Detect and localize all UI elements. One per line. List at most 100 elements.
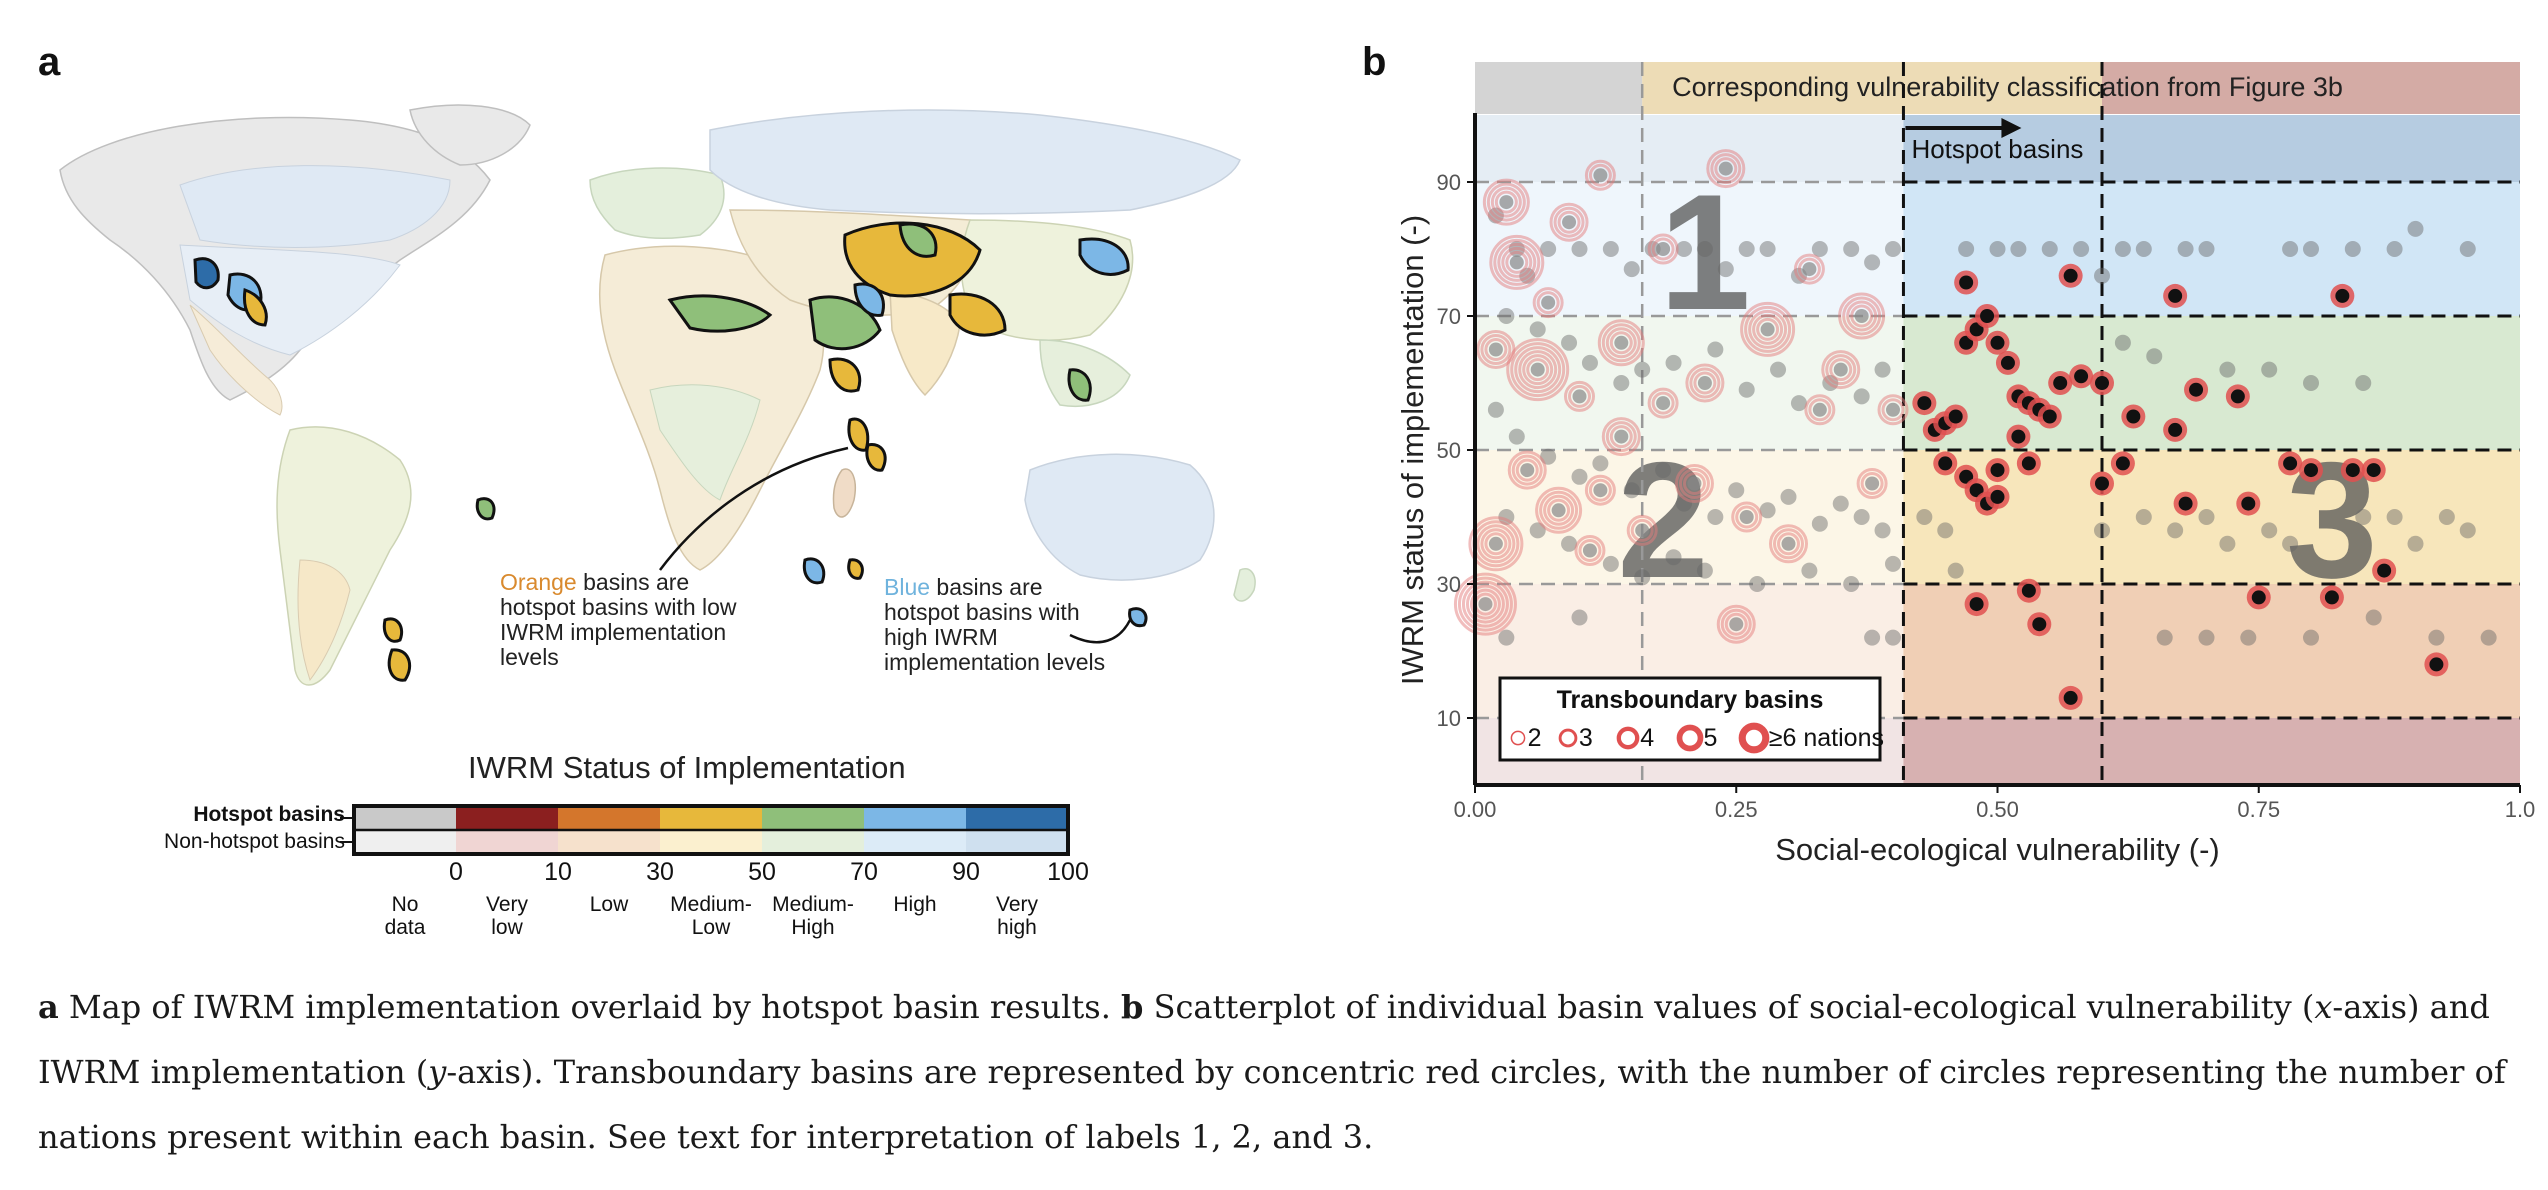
hotspot-basin-sa-south xyxy=(387,648,411,682)
y-tick-label: 90 xyxy=(1437,170,1461,195)
point-nonhotspot xyxy=(1571,468,1588,485)
point-transboundary-ring xyxy=(1797,257,1821,281)
point-nonhotspot xyxy=(1759,502,1776,519)
point-transboundary-ring xyxy=(1588,478,1612,502)
point-transboundary-ring xyxy=(1821,350,1861,390)
region-label-1: 1 xyxy=(1659,160,1751,344)
point-transboundary-center xyxy=(1886,402,1900,417)
point-nonhotspot xyxy=(1561,334,1578,351)
map-usa xyxy=(179,244,401,356)
point-transboundary-ring xyxy=(1557,210,1581,234)
transboundary-legend-title: Transboundary basins xyxy=(1557,686,1824,714)
point-hotspot xyxy=(1948,409,1963,424)
point-transboundary-ring xyxy=(1651,237,1675,261)
figure-caption: a Map of IWRM implementation overlaid by… xyxy=(38,975,2518,1170)
point-transboundary-ring xyxy=(1469,588,1501,620)
legend-tick-label: 100 xyxy=(1047,858,1089,886)
point-transboundary-ring xyxy=(1710,153,1742,185)
point-transboundary-ring xyxy=(1756,317,1780,341)
point-nonhotspot xyxy=(1602,555,1619,572)
point-transboundary-ring xyxy=(1740,301,1796,357)
point-nonhotspot xyxy=(2156,629,2173,646)
map-australia xyxy=(1024,453,1215,581)
point-nonhotspot xyxy=(1540,241,1557,257)
point-nonhotspot xyxy=(2459,522,2476,539)
point-nonhotspot xyxy=(1581,354,1598,371)
transboundary-legend-swatch xyxy=(1510,730,1526,746)
point-hotspot xyxy=(1969,483,1984,498)
vulnerability-class-band-0 xyxy=(1475,62,1643,114)
point-transboundary-ring xyxy=(1518,350,1558,390)
legend-class-label: Very low xyxy=(485,893,529,939)
map-europe xyxy=(589,167,725,240)
hotspot-basin-murray-darling xyxy=(1128,607,1148,628)
point-nonhotspot xyxy=(2240,629,2257,646)
point-transboundary-center xyxy=(1530,362,1545,377)
y-tick-label: 70 xyxy=(1437,304,1461,329)
point-nonhotspot xyxy=(1770,361,1787,378)
map-india xyxy=(889,289,961,397)
point-nonhotspot xyxy=(1811,515,1828,532)
point-nonhotspot xyxy=(1571,609,1588,626)
transboundary-legend-swatch xyxy=(1558,728,1578,748)
point-transboundary-center xyxy=(1697,376,1712,390)
point-nonhotspot xyxy=(1790,395,1807,412)
transboundary-legend-swatch xyxy=(1616,726,1640,750)
point-transboundary-ring xyxy=(1793,253,1825,285)
hotspot-arrow-head xyxy=(2001,118,2022,138)
legend-tick-label: 10 xyxy=(544,858,572,886)
point-nonhotspot xyxy=(1738,381,1755,398)
panel-b-letter: b xyxy=(1362,40,1387,84)
point-hotspot xyxy=(2168,288,2183,303)
point-nonhotspot xyxy=(1487,401,1504,418)
map-madagascar xyxy=(832,468,856,518)
point-nonhotspot xyxy=(1885,241,1901,257)
hotspot-basin-sa-brazil xyxy=(475,497,496,521)
hotspot-basins-label: Hotspot basins xyxy=(1911,134,2083,164)
point-nonhotspot xyxy=(1561,535,1578,552)
point-transboundary-ring xyxy=(1748,309,1788,349)
point-transboundary-center xyxy=(1802,262,1817,277)
point-transboundary-ring xyxy=(1856,468,1888,499)
point-transboundary-ring xyxy=(1773,528,1804,560)
vulnerability-class-band-2 xyxy=(2102,62,2520,114)
point-nonhotspot xyxy=(2041,241,2058,257)
caption-x-italic: x xyxy=(2314,988,2333,1026)
orange-basins-rest: basins are hotspot basins with low IWRM … xyxy=(500,569,737,670)
point-nonhotspot xyxy=(1759,241,1776,257)
point-transboundary-center xyxy=(1488,342,1503,357)
point-transboundary-ring xyxy=(1468,516,1524,572)
point-nonhotspot xyxy=(1801,562,1818,579)
hotspot-basins xyxy=(193,221,1148,682)
point-transboundary-ring xyxy=(1630,518,1654,542)
point-transboundary-ring xyxy=(1476,524,1516,564)
point-hotspot xyxy=(1990,463,2005,478)
hotspot-basin-zambezi xyxy=(847,558,864,580)
point-nonhotspot xyxy=(2146,348,2163,365)
point-nonhotspot xyxy=(1571,241,1588,257)
point-nonhotspot xyxy=(2303,629,2319,646)
point-transboundary-ring xyxy=(1601,323,1641,363)
point-transboundary-ring xyxy=(1489,234,1545,290)
y-tick-label: 10 xyxy=(1437,706,1461,731)
point-nonhotspot xyxy=(1843,576,1860,592)
point-nonhotspot xyxy=(2407,220,2424,237)
point-hotspot xyxy=(1990,335,2005,350)
world-map xyxy=(59,104,1256,686)
legend-swatch-hotspot-0 xyxy=(354,806,456,830)
hotspot-basin-europe-danube xyxy=(667,294,773,333)
y-axis-title: IWRM status of implementation (-) xyxy=(1395,215,1430,685)
point-nonhotspot xyxy=(2261,361,2278,378)
point-transboundary-ring xyxy=(1838,292,1886,340)
point-transboundary-center xyxy=(1760,322,1775,337)
point-nonhotspot xyxy=(1874,361,1891,378)
point-transboundary-ring xyxy=(1514,346,1562,394)
point-hotspot xyxy=(2032,617,2047,632)
point-nonhotspot xyxy=(1655,462,1672,479)
point-hotspot xyxy=(2095,376,2109,390)
point-hotspot xyxy=(2251,590,2266,605)
caption-a-label: a xyxy=(38,988,59,1026)
point-nonhotspot xyxy=(1916,509,1933,525)
map-russia xyxy=(709,109,1241,215)
hotspot-basin-amur xyxy=(1078,237,1130,276)
